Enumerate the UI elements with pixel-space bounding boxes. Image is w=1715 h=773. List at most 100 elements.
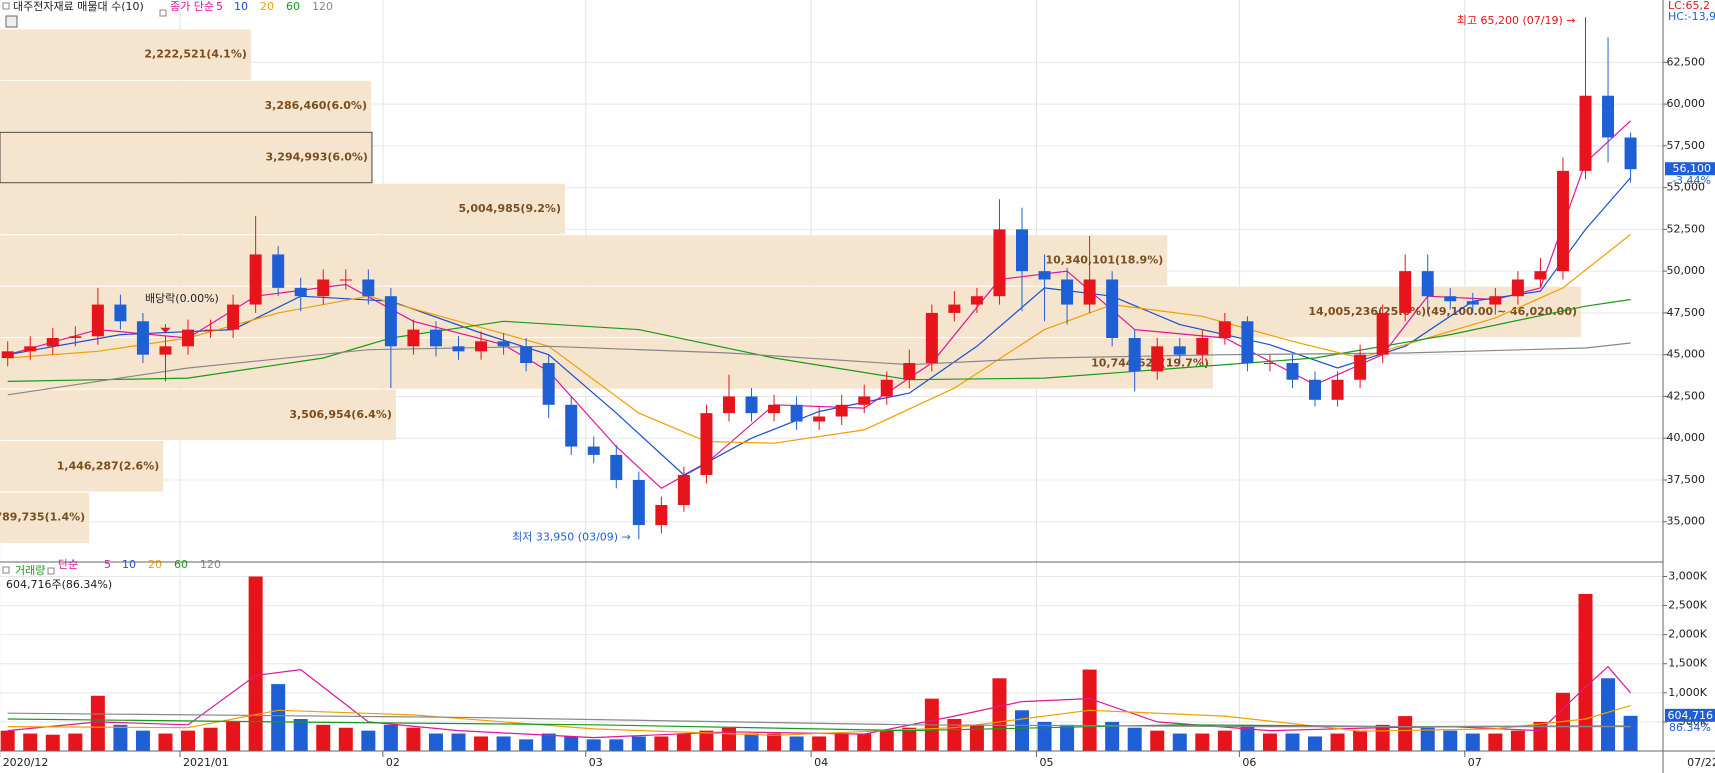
volume-bar [248,576,263,751]
candle-body [24,346,37,352]
profile-label: 3,294,993(6.0%) [265,151,368,164]
legend-icon [2,2,10,10]
chart-title: 대주전자재료 매물대 수(10) [13,0,144,13]
candle-body [858,396,871,405]
volume-bar [1533,721,1548,751]
profile-bar [0,29,251,80]
legend-title: 단순 [58,558,78,571]
volume-bar [699,730,714,751]
candle-body [362,279,375,297]
volume-bar [1601,678,1616,751]
volume-bar [519,739,534,751]
ma-line [7,705,1631,736]
volume-bar [1578,593,1593,751]
candle-body [1376,312,1389,355]
candle-body [1038,271,1051,280]
volume-bar [1217,730,1232,751]
volume-bar [474,736,489,751]
y-tick-label: 40,000 [1667,431,1706,444]
ma-line [7,665,1632,739]
volume-bar [654,736,669,751]
candle-body [1151,346,1164,372]
candle-body [69,336,82,338]
volume-bar [1330,733,1345,751]
candle-body [317,279,330,297]
volume-bar [428,733,443,751]
y-tick-label: 35,000 [1667,515,1706,528]
volume-bar [1150,730,1165,751]
y-tick-label: 55,000 [1667,181,1706,194]
candle-body [1218,321,1231,338]
candle-body [768,404,781,414]
volume-bar [969,724,984,751]
change-label: -3.44% [1672,174,1711,187]
candle-body [1106,279,1119,338]
legend-entry: 5 [216,0,223,13]
y-tick-label: 1,000K [1668,686,1707,699]
x-tick-label: 06 [1242,756,1256,769]
legend-entry: 20 [148,558,162,571]
profile-label: 3,286,460(6.0%) [264,99,367,112]
volume-bar [676,733,691,751]
volume-bar [68,733,83,751]
candle-body [91,304,104,337]
profile-bar [0,131,373,184]
volume-bar [1172,733,1187,751]
volume-bar [1488,733,1503,751]
candle-body [272,254,285,288]
legend-entry: 60 [174,558,188,571]
dividend-arrow [160,324,171,334]
volume-bar [812,736,827,751]
profile-label: 5,004,985(9.2%) [458,202,561,215]
candle-body [1263,363,1276,365]
candle-body [1421,271,1434,297]
annotation-dividend: 배당락(0.00%) [145,292,219,305]
candle-body [159,346,172,355]
candle-body [497,341,510,347]
candle-body [700,413,713,475]
candle-body [204,329,217,331]
y-tick-label: 2,500K [1668,599,1707,612]
volume-bar [857,733,872,751]
x-tick-label: 2021/01 [183,756,229,769]
y-tick-label: 3,000K [1668,569,1707,582]
legend-icon [2,566,10,574]
y-tick-label: 57,500 [1667,139,1706,152]
x-tick-label: 03 [589,756,603,769]
candle-body [1128,337,1141,372]
candle-body [1511,279,1524,297]
candle-body [249,254,262,305]
annotation-high: 최고 65,200 (07/19) → [1457,14,1576,27]
tool-icon[interactable] [5,15,18,28]
candle-body [925,312,938,364]
candle-body [632,479,645,526]
candle-body [520,346,533,364]
volume-bar [293,719,308,751]
profile-bar [0,389,396,441]
volume-bar [271,684,286,751]
volume-bar [1240,724,1255,751]
volume-bar [1262,733,1277,751]
volume-bar [609,739,624,751]
candle-body [1309,379,1322,400]
volume-bar [1623,715,1638,751]
y-tick-label: 62,500 [1667,55,1706,68]
y-tick-label: 1,500K [1668,657,1707,670]
candle-body [970,296,983,305]
volume-bar [496,736,511,751]
candle-body [1,351,14,359]
volume-bar [203,727,218,751]
volume-bar [383,724,398,751]
volume-bar [631,736,646,751]
candle-body [1016,229,1028,272]
volume-tag [1665,708,1715,722]
volume-bar [1465,733,1480,751]
candle-body [1083,279,1096,305]
ma-line [7,177,1632,476]
candle-body [677,474,690,506]
candle-body [948,304,961,313]
ma-line [7,298,1631,382]
candle-body [1173,346,1186,355]
